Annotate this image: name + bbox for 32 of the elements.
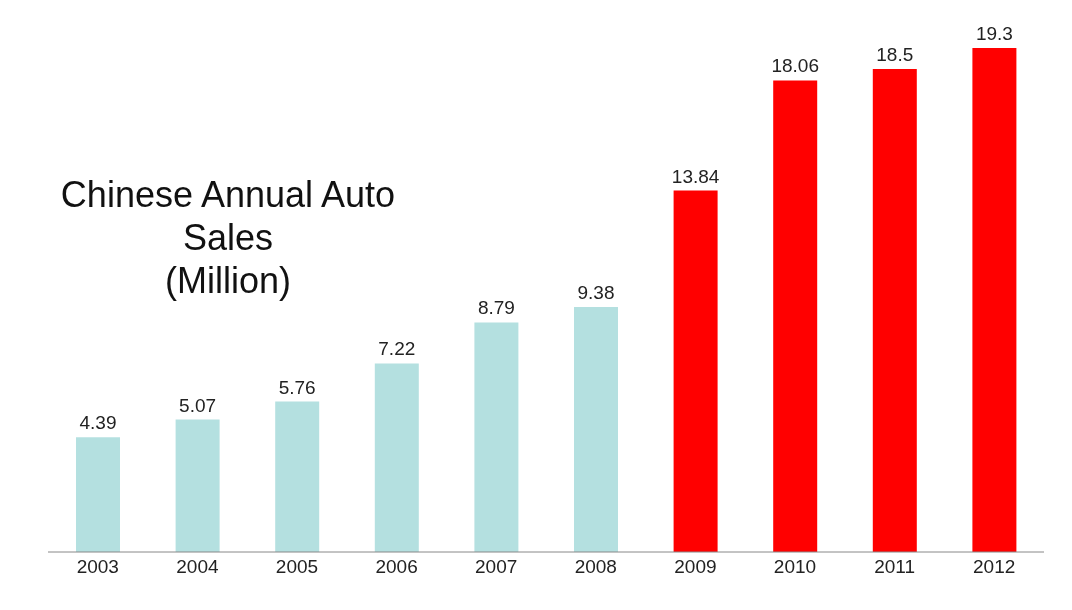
data-label: 9.38 <box>577 282 615 304</box>
bar <box>972 48 1017 552</box>
bar <box>474 322 519 552</box>
data-label: 19.3 <box>975 23 1013 44</box>
bar <box>773 80 818 552</box>
bar <box>673 190 718 552</box>
x-tick-label: 2010 <box>773 556 817 578</box>
data-label: 5.76 <box>278 376 316 398</box>
x-tick-label: 2003 <box>76 556 119 578</box>
x-tick-label: 2006 <box>375 556 418 578</box>
data-label: 13.84 <box>671 165 720 187</box>
x-tick-label: 2005 <box>275 556 319 578</box>
text: Chinese Annual Auto Sales <box>59 173 397 260</box>
data-label: 4.39 <box>79 412 117 434</box>
bar <box>175 419 220 552</box>
bar <box>275 401 320 552</box>
x-tick-label: 2007 <box>475 556 518 578</box>
data-label: 18.5 <box>876 43 914 65</box>
bar <box>76 437 120 552</box>
x-tick-label: 2011 <box>874 556 916 578</box>
x-tick-label: 2004 <box>176 556 219 578</box>
data-label: 5.07 <box>179 394 217 416</box>
x-tick-label: 2008 <box>574 556 617 578</box>
bar <box>574 307 618 552</box>
bar <box>872 68 917 552</box>
data-label: 18.06 <box>771 55 819 77</box>
x-tick-label: 2009 <box>674 556 717 578</box>
data-label: 7.22 <box>378 338 416 360</box>
text: (Million) <box>164 259 292 303</box>
data-label: 8.79 <box>477 297 515 319</box>
x-tick-label: 2012 <box>973 556 1016 578</box>
bar <box>374 363 419 552</box>
